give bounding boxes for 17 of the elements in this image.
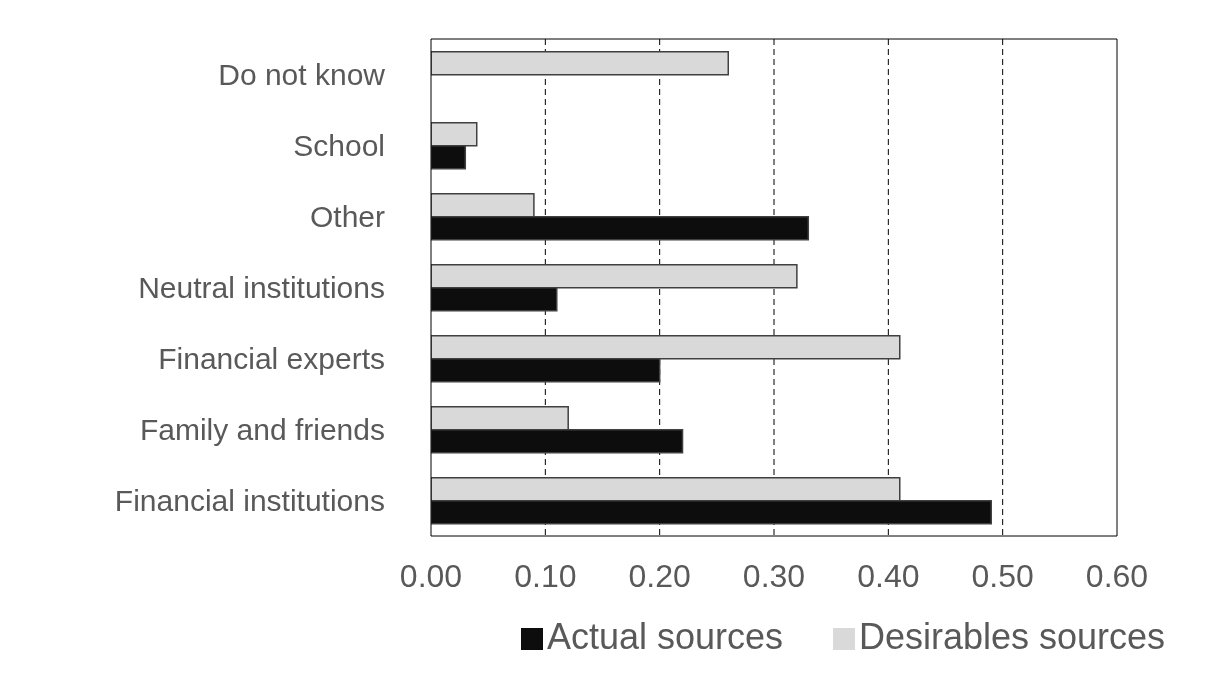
x-tick-label: 0.40 [857,557,920,594]
x-tick-label: 0.10 [514,557,577,594]
y-tick-label: Financial experts [158,342,385,376]
x-tick-label: 0.00 [399,557,463,594]
x-tick-label: 0.20 [628,557,691,594]
x-tick-label: 0.60 [1085,557,1149,594]
y-tick-label: School [293,129,385,163]
x-tick-label: 0.50 [971,557,1034,594]
y-tick-label: Other [309,200,386,234]
legend-label: Desirables sources [858,616,1166,657]
y-tick-label: Neutral institutions [138,271,385,305]
y-tick-label: Family and friends [139,413,385,447]
bar [431,51,730,76]
legend-label: Actual sources [546,616,783,657]
y-tick-label: Financial institutions [114,484,385,518]
x-tick-label: 0.30 [742,557,806,594]
y-tick-label: Do not know [218,58,386,92]
